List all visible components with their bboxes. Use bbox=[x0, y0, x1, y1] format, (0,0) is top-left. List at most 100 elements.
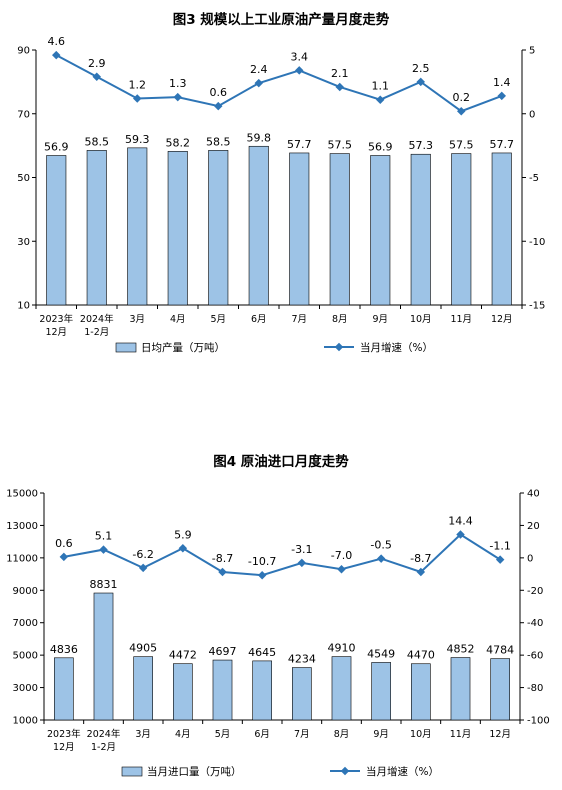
line-value-label: 1.3 bbox=[169, 77, 187, 90]
line-point bbox=[99, 545, 108, 554]
bar bbox=[292, 667, 312, 721]
line-value-label: -6.2 bbox=[132, 548, 153, 561]
chart-1: 图3 规模以上工业原油产量月度走势 10 30 50 70 90 -15 -10 -5 0 5 202… bbox=[17, 11, 545, 354]
line-value-label: 0.2 bbox=[453, 91, 471, 104]
y-right-tick-label: -80 bbox=[527, 683, 543, 694]
line-value-label: 1.1 bbox=[372, 80, 390, 93]
bar-value-label: 4836 bbox=[50, 643, 78, 656]
line-value-label: -8.7 bbox=[212, 552, 233, 565]
bar bbox=[411, 663, 431, 721]
line-point bbox=[416, 567, 426, 577]
line-point bbox=[254, 78, 263, 88]
y-left-tick-label: 3000 bbox=[13, 683, 38, 694]
line-point bbox=[376, 95, 385, 104]
legend-line-label: 当月增速（%） bbox=[360, 341, 433, 354]
x-tick-label: 8月 bbox=[332, 314, 348, 325]
bar-value-label: 59.8 bbox=[247, 131, 272, 144]
y-left-tick-label: 15000 bbox=[6, 489, 38, 500]
y-left-tick-label: 5000 bbox=[13, 651, 38, 662]
bar-value-label: 4910 bbox=[328, 642, 356, 655]
line-point bbox=[497, 91, 506, 101]
bar bbox=[371, 662, 391, 721]
line-point bbox=[416, 77, 425, 87]
x-tick-label: 6月 bbox=[251, 314, 267, 325]
x-tick-label: 9月 bbox=[373, 729, 389, 740]
line-point bbox=[297, 558, 307, 568]
bar-value-label: 4852 bbox=[447, 643, 475, 656]
line-value-label: 2.5 bbox=[412, 62, 430, 75]
bar-value-label: 4784 bbox=[486, 644, 514, 657]
line-value-label: 0.6 bbox=[210, 86, 228, 99]
bar-value-label: 56.9 bbox=[44, 141, 69, 154]
line-value-label: 4.6 bbox=[48, 35, 66, 48]
line-point bbox=[178, 544, 188, 553]
line-point bbox=[376, 554, 386, 563]
line-value-label: 1.4 bbox=[493, 76, 511, 89]
y-left-tick-label: 1000 bbox=[13, 716, 38, 727]
line-point bbox=[218, 567, 227, 577]
legend-line-label: 当月增速（%） bbox=[366, 765, 439, 778]
bar bbox=[451, 153, 472, 306]
line-point bbox=[214, 101, 223, 111]
line-value-label: 0.6 bbox=[55, 537, 73, 550]
y-right-tick-label: -20 bbox=[527, 586, 543, 597]
x-tick-label: 10月 bbox=[410, 729, 432, 740]
bar bbox=[410, 153, 431, 306]
bar bbox=[93, 592, 114, 721]
y-left-tick-label: 50 bbox=[17, 173, 30, 184]
y-right-tick-label: 0 bbox=[527, 553, 533, 564]
x-tick-label: 11月 bbox=[450, 314, 472, 325]
bar bbox=[127, 147, 148, 306]
line-point bbox=[257, 570, 267, 580]
line-point bbox=[138, 563, 148, 573]
y-right-tick-label: 0 bbox=[529, 109, 535, 120]
line-value-label: 5.9 bbox=[174, 528, 192, 541]
y-left-tick-label: 30 bbox=[17, 237, 30, 248]
line-point bbox=[59, 552, 69, 562]
bar-value-label: 57.7 bbox=[490, 138, 515, 151]
y-right-tick-label: -15 bbox=[529, 301, 545, 312]
y-left-tick-label: 10 bbox=[17, 301, 30, 312]
line-point bbox=[457, 106, 466, 116]
x-tick-label: 2023年 12月 bbox=[47, 728, 81, 753]
bar-value-label: 58.5 bbox=[206, 135, 231, 148]
x-tick-label: 2024年 1-2月 bbox=[87, 728, 121, 753]
y-left-tick-label: 13000 bbox=[6, 521, 38, 532]
y-right-tick-label: -5 bbox=[529, 173, 539, 184]
bar-value-label: 4470 bbox=[407, 649, 435, 662]
x-tick-label: 10月 bbox=[410, 314, 432, 325]
bar bbox=[329, 153, 350, 306]
bar-value-label: 59.3 bbox=[125, 133, 150, 146]
y-left-tick-label: 11000 bbox=[6, 553, 38, 564]
legend-bar-swatch bbox=[115, 342, 137, 353]
line-point bbox=[495, 555, 505, 564]
bar-value-label: 4905 bbox=[129, 642, 157, 655]
x-tick-label: 2023年 12月 bbox=[39, 313, 73, 338]
line-value-label: -3.1 bbox=[291, 543, 312, 556]
growth-line bbox=[63, 533, 501, 577]
x-tick-label: 7月 bbox=[294, 729, 310, 740]
line-value-label: -8.7 bbox=[410, 552, 431, 565]
line-point bbox=[335, 82, 344, 92]
x-tick-label: 4月 bbox=[175, 729, 191, 740]
legend-bar-label: 当月进口量（万吨） bbox=[147, 765, 242, 778]
y-right-tick-label: 40 bbox=[527, 489, 540, 500]
x-tick-label: 7月 bbox=[291, 314, 307, 325]
bar bbox=[490, 658, 510, 721]
x-tick-label: 8月 bbox=[334, 729, 350, 740]
bar bbox=[54, 657, 74, 721]
line-value-label: 2.9 bbox=[88, 57, 106, 70]
y-right-tick-label: -10 bbox=[529, 237, 545, 248]
bar bbox=[491, 152, 512, 306]
line-value-label: 2.4 bbox=[250, 63, 268, 76]
y-right-tick-label: -100 bbox=[527, 716, 550, 727]
legend-line-marker bbox=[334, 342, 344, 352]
y-left-tick-label: 90 bbox=[17, 46, 30, 57]
bar bbox=[289, 152, 310, 306]
legend-line-marker bbox=[340, 766, 350, 776]
chart-title: 图3 规模以上工业原油产量月度走势 bbox=[173, 11, 390, 28]
bar-value-label: 4472 bbox=[169, 649, 197, 662]
line-value-label: -7.0 bbox=[331, 549, 352, 562]
bar-value-label: 8831 bbox=[90, 578, 118, 591]
